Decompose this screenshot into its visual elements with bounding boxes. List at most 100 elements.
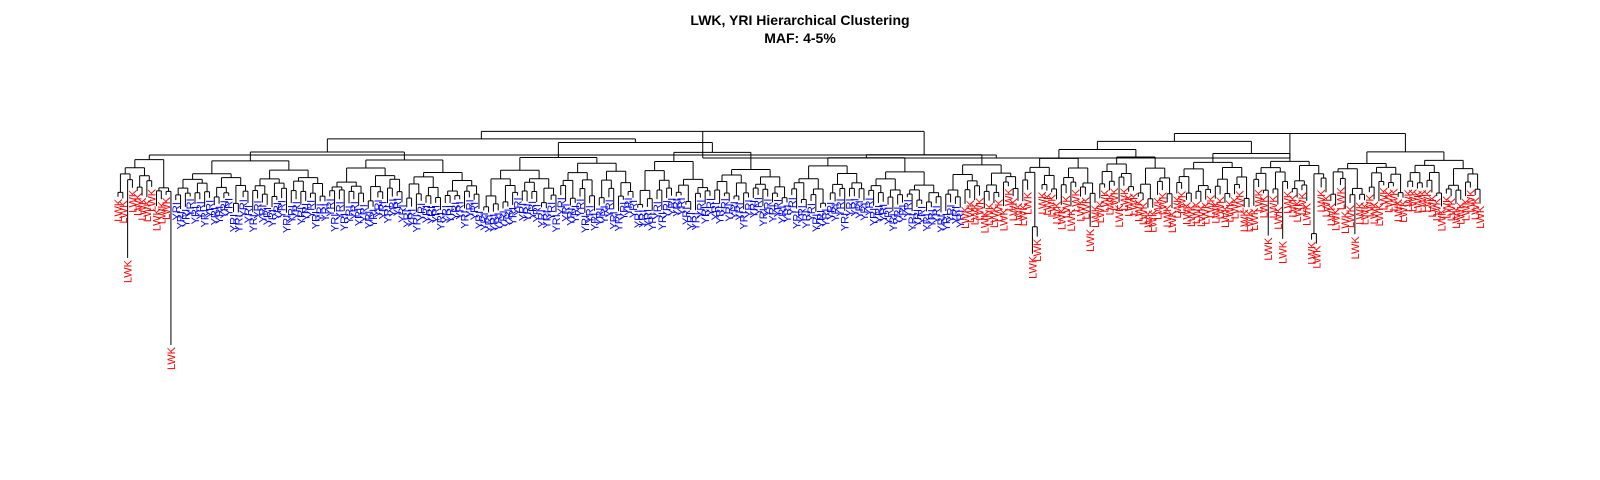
leaf-label: YRI (392, 198, 404, 216)
leaf-label: LWK (1427, 194, 1439, 218)
leaf-label: YRI (869, 208, 881, 226)
leaf-label: YRI (407, 209, 419, 227)
leaf-label: YRI (214, 206, 226, 224)
leaf-label: YRI (354, 208, 366, 226)
leaf-label: YRI (796, 205, 808, 223)
leaf-label: LWK (1412, 190, 1424, 214)
leaf-label: YRI (484, 214, 496, 232)
leaf-label: YRI (291, 201, 303, 219)
leaf-label: LWK (1282, 190, 1294, 214)
leaf-label: YRI (710, 202, 722, 220)
leaf-label: YRI (695, 200, 707, 218)
leaf-label: LWK (1210, 200, 1222, 224)
leaf-label: YRI (479, 212, 491, 230)
leaf-label: YRI (537, 209, 549, 227)
leaf-label: YRI (897, 205, 909, 223)
leaf-label: YRI (498, 210, 510, 228)
leaf-label: LWK (1018, 203, 1030, 227)
leaf-label: YRI (527, 201, 539, 219)
leaf-label: YRI (469, 202, 481, 220)
leaf-label: LWK (1465, 189, 1477, 213)
leaf-label: LWK (1302, 202, 1314, 226)
leaf-label: YRI (700, 206, 712, 224)
leaf-label: LWK (1157, 191, 1169, 215)
leaf-label: LWK (1153, 196, 1165, 220)
leaf-label: LWK (979, 210, 991, 234)
leaf-label: LWK (1061, 195, 1073, 219)
leaf-label: LWK (1095, 200, 1107, 224)
leaf-label: YRI (931, 205, 943, 223)
leaf-label: YRI (310, 211, 322, 229)
leaf-label: YRI (633, 210, 645, 228)
leaf-label: YRI (922, 213, 934, 231)
leaf-label: YRI (907, 213, 919, 231)
leaf-label: YRI (623, 197, 635, 215)
leaf-label: LWK (152, 207, 164, 231)
leaf-label: YRI (286, 205, 298, 223)
leaf-label: YRI (787, 197, 799, 215)
leaf-label: YRI (657, 212, 669, 230)
leaf-label: LWK (1408, 188, 1420, 212)
leaf-label: YRI (411, 214, 423, 232)
leaf-label: YRI (849, 198, 861, 216)
leaf-label: YRI (883, 207, 895, 225)
leaf-label: YRI (835, 198, 847, 216)
leaf-label: LWK (1384, 189, 1396, 213)
leaf-label: YRI (512, 197, 524, 215)
leaf-label: YRI (387, 199, 399, 217)
leaf-label: YRI (724, 203, 736, 221)
leaf-label: YRI (873, 205, 885, 223)
leaf-label: LWK (1172, 195, 1184, 219)
leaf-label: YRI (859, 202, 871, 220)
leaf-label: LWK (1090, 204, 1102, 228)
leaf-label: LWK (161, 196, 173, 220)
leaf-label: LWK (1316, 189, 1328, 213)
leaf-label: YRI (565, 208, 577, 226)
leaf-label: YRI (306, 200, 318, 218)
leaf-label: LWK (1432, 197, 1444, 221)
leaf-label: LWK (127, 189, 139, 213)
leaf-label: LWK (1205, 194, 1217, 218)
leaf-label: YRI (522, 203, 534, 221)
leaf-label: LWK (1446, 198, 1458, 222)
leaf-label: YRI (570, 205, 582, 223)
leaf-label: LWK (1254, 188, 1266, 212)
leaf-label: YRI (777, 206, 789, 224)
leaf-label: YRI (257, 205, 269, 223)
leaf-label: YRI (296, 207, 308, 225)
leaf-label: LWK (1104, 192, 1116, 216)
leaf-label: LWK (1292, 199, 1304, 223)
leaf-label: LWK (1051, 201, 1063, 225)
leaf-label: LWK (137, 197, 149, 221)
leaf-label: LWK (1321, 194, 1333, 218)
leaf-label: YRI (647, 213, 659, 231)
leaf-label: YRI (845, 198, 857, 216)
leaf-label: YRI (705, 198, 717, 216)
leaf-label: YRI (830, 203, 842, 221)
leaf-label: LWK (1249, 207, 1261, 231)
leaf-label: YRI (638, 210, 650, 228)
leaf-label: YRI (397, 204, 409, 222)
leaf-label: LWK (1119, 187, 1131, 211)
leaf-label: LWK (1475, 205, 1487, 229)
leaf-label: YRI (204, 200, 216, 218)
leaf-label: LWK (1393, 198, 1405, 222)
leaf-label: YRI (864, 198, 876, 216)
leaf-label: YRI (743, 199, 755, 217)
leaf-label: LWK (147, 188, 159, 212)
chart-title: LWK, YRI Hierarchical Clustering (690, 12, 909, 28)
leaf-label: YRI (358, 204, 370, 222)
leaf-label: YRI (440, 205, 452, 223)
leaf-label: LWK (1374, 203, 1386, 227)
leaf-label: YRI (888, 213, 900, 231)
leaf-label: YRI (715, 206, 727, 224)
leaf-label: YRI (782, 204, 794, 222)
leaf-label: LWK (1398, 199, 1410, 223)
leaf-label: LWK (1085, 228, 1097, 252)
leaf-label: YRI (200, 209, 212, 227)
leaf-label: LWK (1143, 209, 1155, 233)
leaf-label: LWK (1167, 210, 1179, 234)
leaf-label: YRI (816, 210, 828, 228)
leaf-label: YRI (820, 209, 832, 227)
leaf-label: YRI (719, 198, 731, 216)
